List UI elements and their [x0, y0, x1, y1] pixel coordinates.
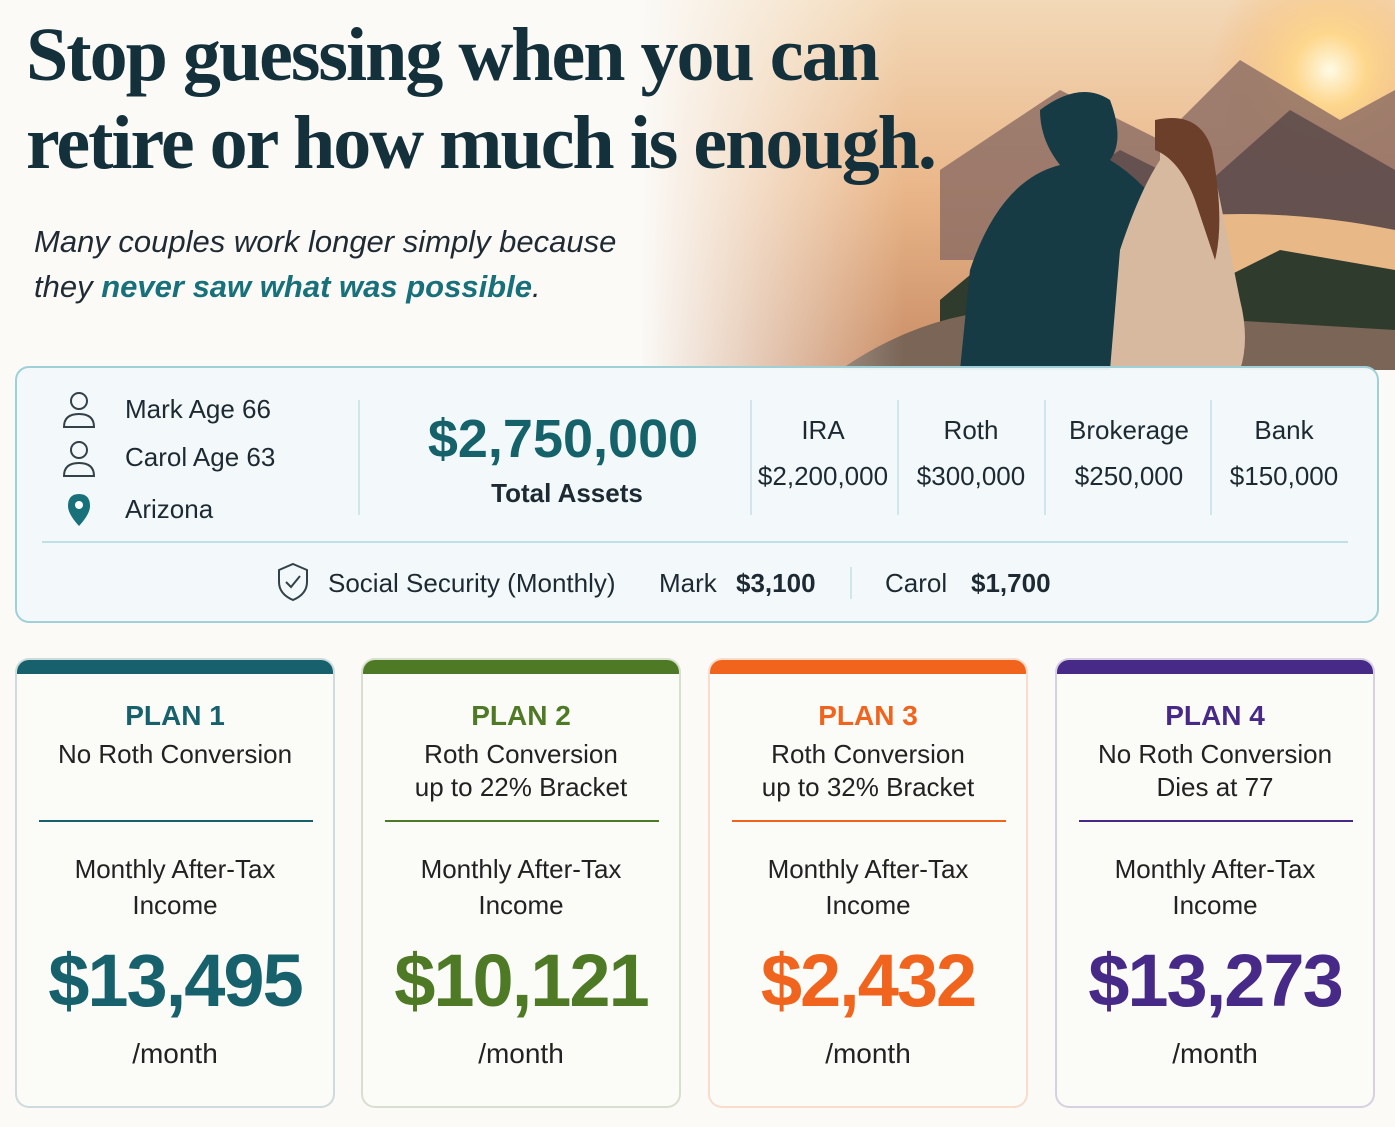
headline: Stop guessing when you can	[26, 13, 880, 97]
plan-title: PLAN 3	[818, 700, 918, 731]
income-label: Income	[478, 890, 564, 920]
plan-card: PLAN 3 Roth Conversion up to 32% Bracket Mo…	[708, 658, 1028, 1108]
ss-label: Social Security (Monthly)	[328, 568, 616, 598]
plan-description: Roth Conversion	[424, 739, 618, 769]
plan-rule	[385, 820, 659, 822]
plan-amount: $2,432	[760, 939, 977, 1022]
plan-amount: $13,273	[1088, 939, 1344, 1022]
plan-bar	[1057, 660, 1373, 674]
plan-description: No Roth Conversion	[1097, 739, 1333, 769]
account-name: IRA	[801, 415, 845, 445]
plan-description: up to 22% Bracket	[414, 772, 628, 802]
account-amount: $300,000	[916, 461, 1026, 491]
income-label: Monthly After-Tax	[1114, 854, 1316, 884]
subtitle-highlight: never saw what was possible	[101, 269, 532, 304]
shield-icon	[278, 562, 308, 602]
plan-card: PLAN 4 No Roth Conversion Dies at 77 Monthl…	[1055, 658, 1375, 1108]
income-label: Monthly After-Tax	[420, 854, 622, 884]
plan-description: Dies at 77	[1156, 772, 1274, 802]
subtitle-end: .	[531, 269, 541, 304]
ss-amount: $3,100	[736, 568, 816, 598]
plan-amount: $13,495	[48, 939, 304, 1022]
plan-rule	[39, 820, 313, 822]
income-label: Income	[825, 890, 911, 920]
profile-icons	[62, 392, 96, 526]
headline: retire or how much is enough.	[26, 101, 937, 185]
account-name: Roth	[943, 415, 999, 445]
account-name: Bank	[1254, 415, 1314, 445]
divider	[750, 400, 752, 515]
plan-bar	[710, 660, 1026, 674]
plan-unit: /month	[825, 1038, 911, 1069]
plan-bar	[17, 660, 333, 674]
plan-card: PLAN 2 Roth Conversion up to 22% Bracket Mo…	[361, 658, 681, 1108]
ss-name: Mark	[659, 568, 717, 598]
income-label: Income	[1172, 890, 1258, 920]
total-assets-label: Total Assets	[491, 478, 643, 508]
hero-photo	[640, 0, 1395, 370]
account-amount: $150,000	[1229, 461, 1339, 491]
income-label: Income	[132, 890, 218, 920]
subtitle-text: they	[34, 269, 93, 304]
plan-amount: $10,121	[394, 939, 650, 1022]
plan-unit: /month	[1172, 1038, 1258, 1069]
plan-title: PLAN 2	[471, 700, 571, 731]
divider	[850, 567, 852, 599]
subtitle: they never saw what was possible.	[34, 269, 541, 305]
plan-card: PLAN 1 No Roth Conversion Monthly After-Ta…	[15, 658, 335, 1108]
plan-description: up to 32% Bracket	[761, 772, 975, 802]
plan-description: No Roth Conversion	[57, 739, 293, 769]
income-label: Monthly After-Tax	[74, 854, 276, 884]
divider	[1044, 400, 1046, 515]
account-amount: $250,000	[1074, 461, 1184, 491]
plan-rule	[1079, 820, 1353, 822]
account-name: Brokerage	[1069, 415, 1189, 445]
plan-title: PLAN 4	[1165, 700, 1265, 731]
subtitle: Many couples work longer simply because	[34, 224, 617, 259]
person: Mark Age 66	[125, 394, 271, 424]
person: Carol Age 63	[125, 442, 276, 472]
plan-unit: /month	[478, 1038, 564, 1069]
location: Arizona	[125, 494, 214, 524]
plan-description: Roth Conversion	[771, 739, 965, 769]
account-amount: $2,200,000	[757, 461, 889, 491]
ss-name: Carol	[885, 568, 948, 598]
profile-box	[15, 366, 1379, 623]
divider	[358, 400, 360, 515]
income-label: Monthly After-Tax	[767, 854, 969, 884]
ss-amount: $1,700	[971, 568, 1051, 598]
divider	[897, 400, 899, 515]
total-assets: $2,750,000	[427, 409, 699, 469]
separator	[42, 541, 1348, 543]
plan-unit: /month	[132, 1038, 218, 1069]
plan-rule	[732, 820, 1006, 822]
plan-bar	[363, 660, 679, 674]
plan-title: PLAN 1	[125, 700, 225, 731]
divider	[1210, 400, 1212, 515]
